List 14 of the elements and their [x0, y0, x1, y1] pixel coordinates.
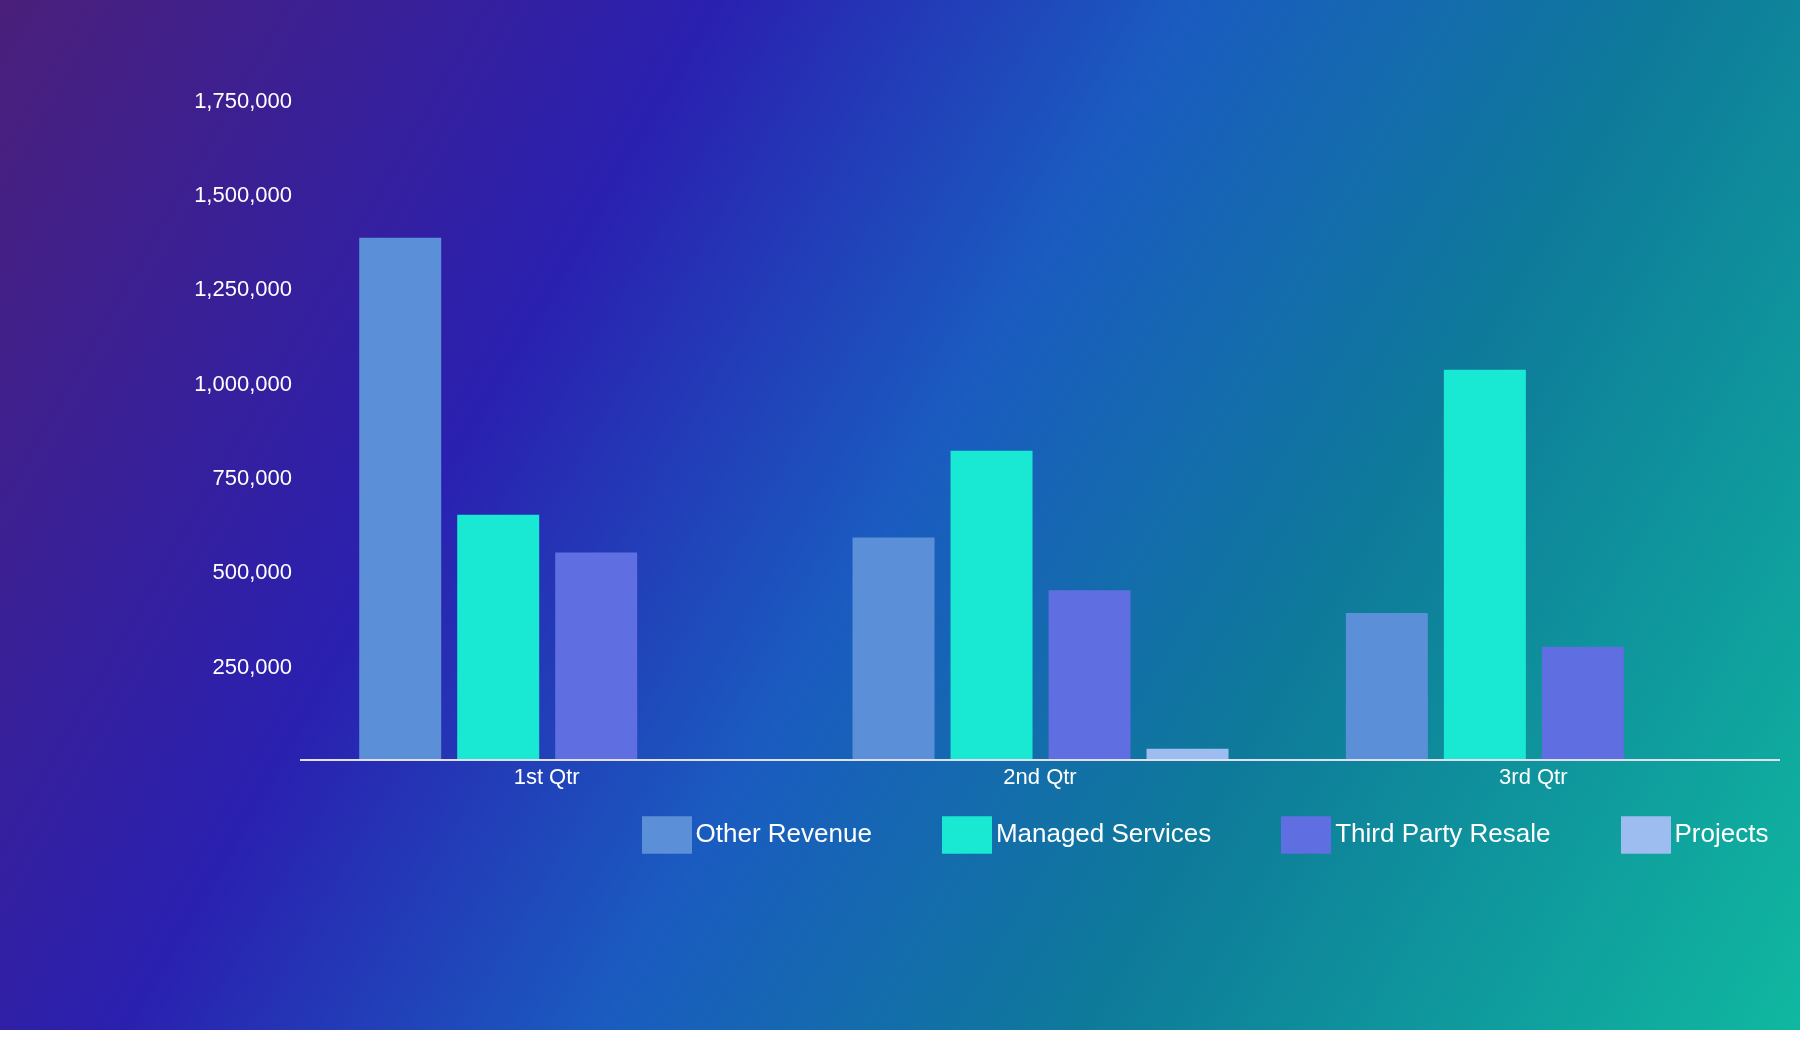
x-tick-label: 1st Qtr: [513, 763, 580, 789]
y-tick-label: 1,000,000: [194, 370, 292, 396]
x-tick-label: 3rd Qtr: [1499, 763, 1568, 789]
legend-label: Projects: [1674, 817, 1769, 848]
y-tick-label: 1,500,000: [194, 182, 292, 208]
x-tick-label: 2nd Qtr: [1003, 763, 1077, 789]
y-tick-label: 500,000: [212, 559, 292, 585]
y-tick-label: 750,000: [212, 464, 292, 490]
y-tick-label: 1,250,000: [194, 276, 292, 302]
legend-label: Other Revenue: [695, 817, 872, 848]
y-tick-label: 250,000: [212, 653, 292, 679]
y-tick-label: 1,750,000: [194, 87, 292, 113]
legend-label: Managed Services: [995, 817, 1212, 848]
legend-label: Third Party Resale: [1335, 817, 1551, 848]
